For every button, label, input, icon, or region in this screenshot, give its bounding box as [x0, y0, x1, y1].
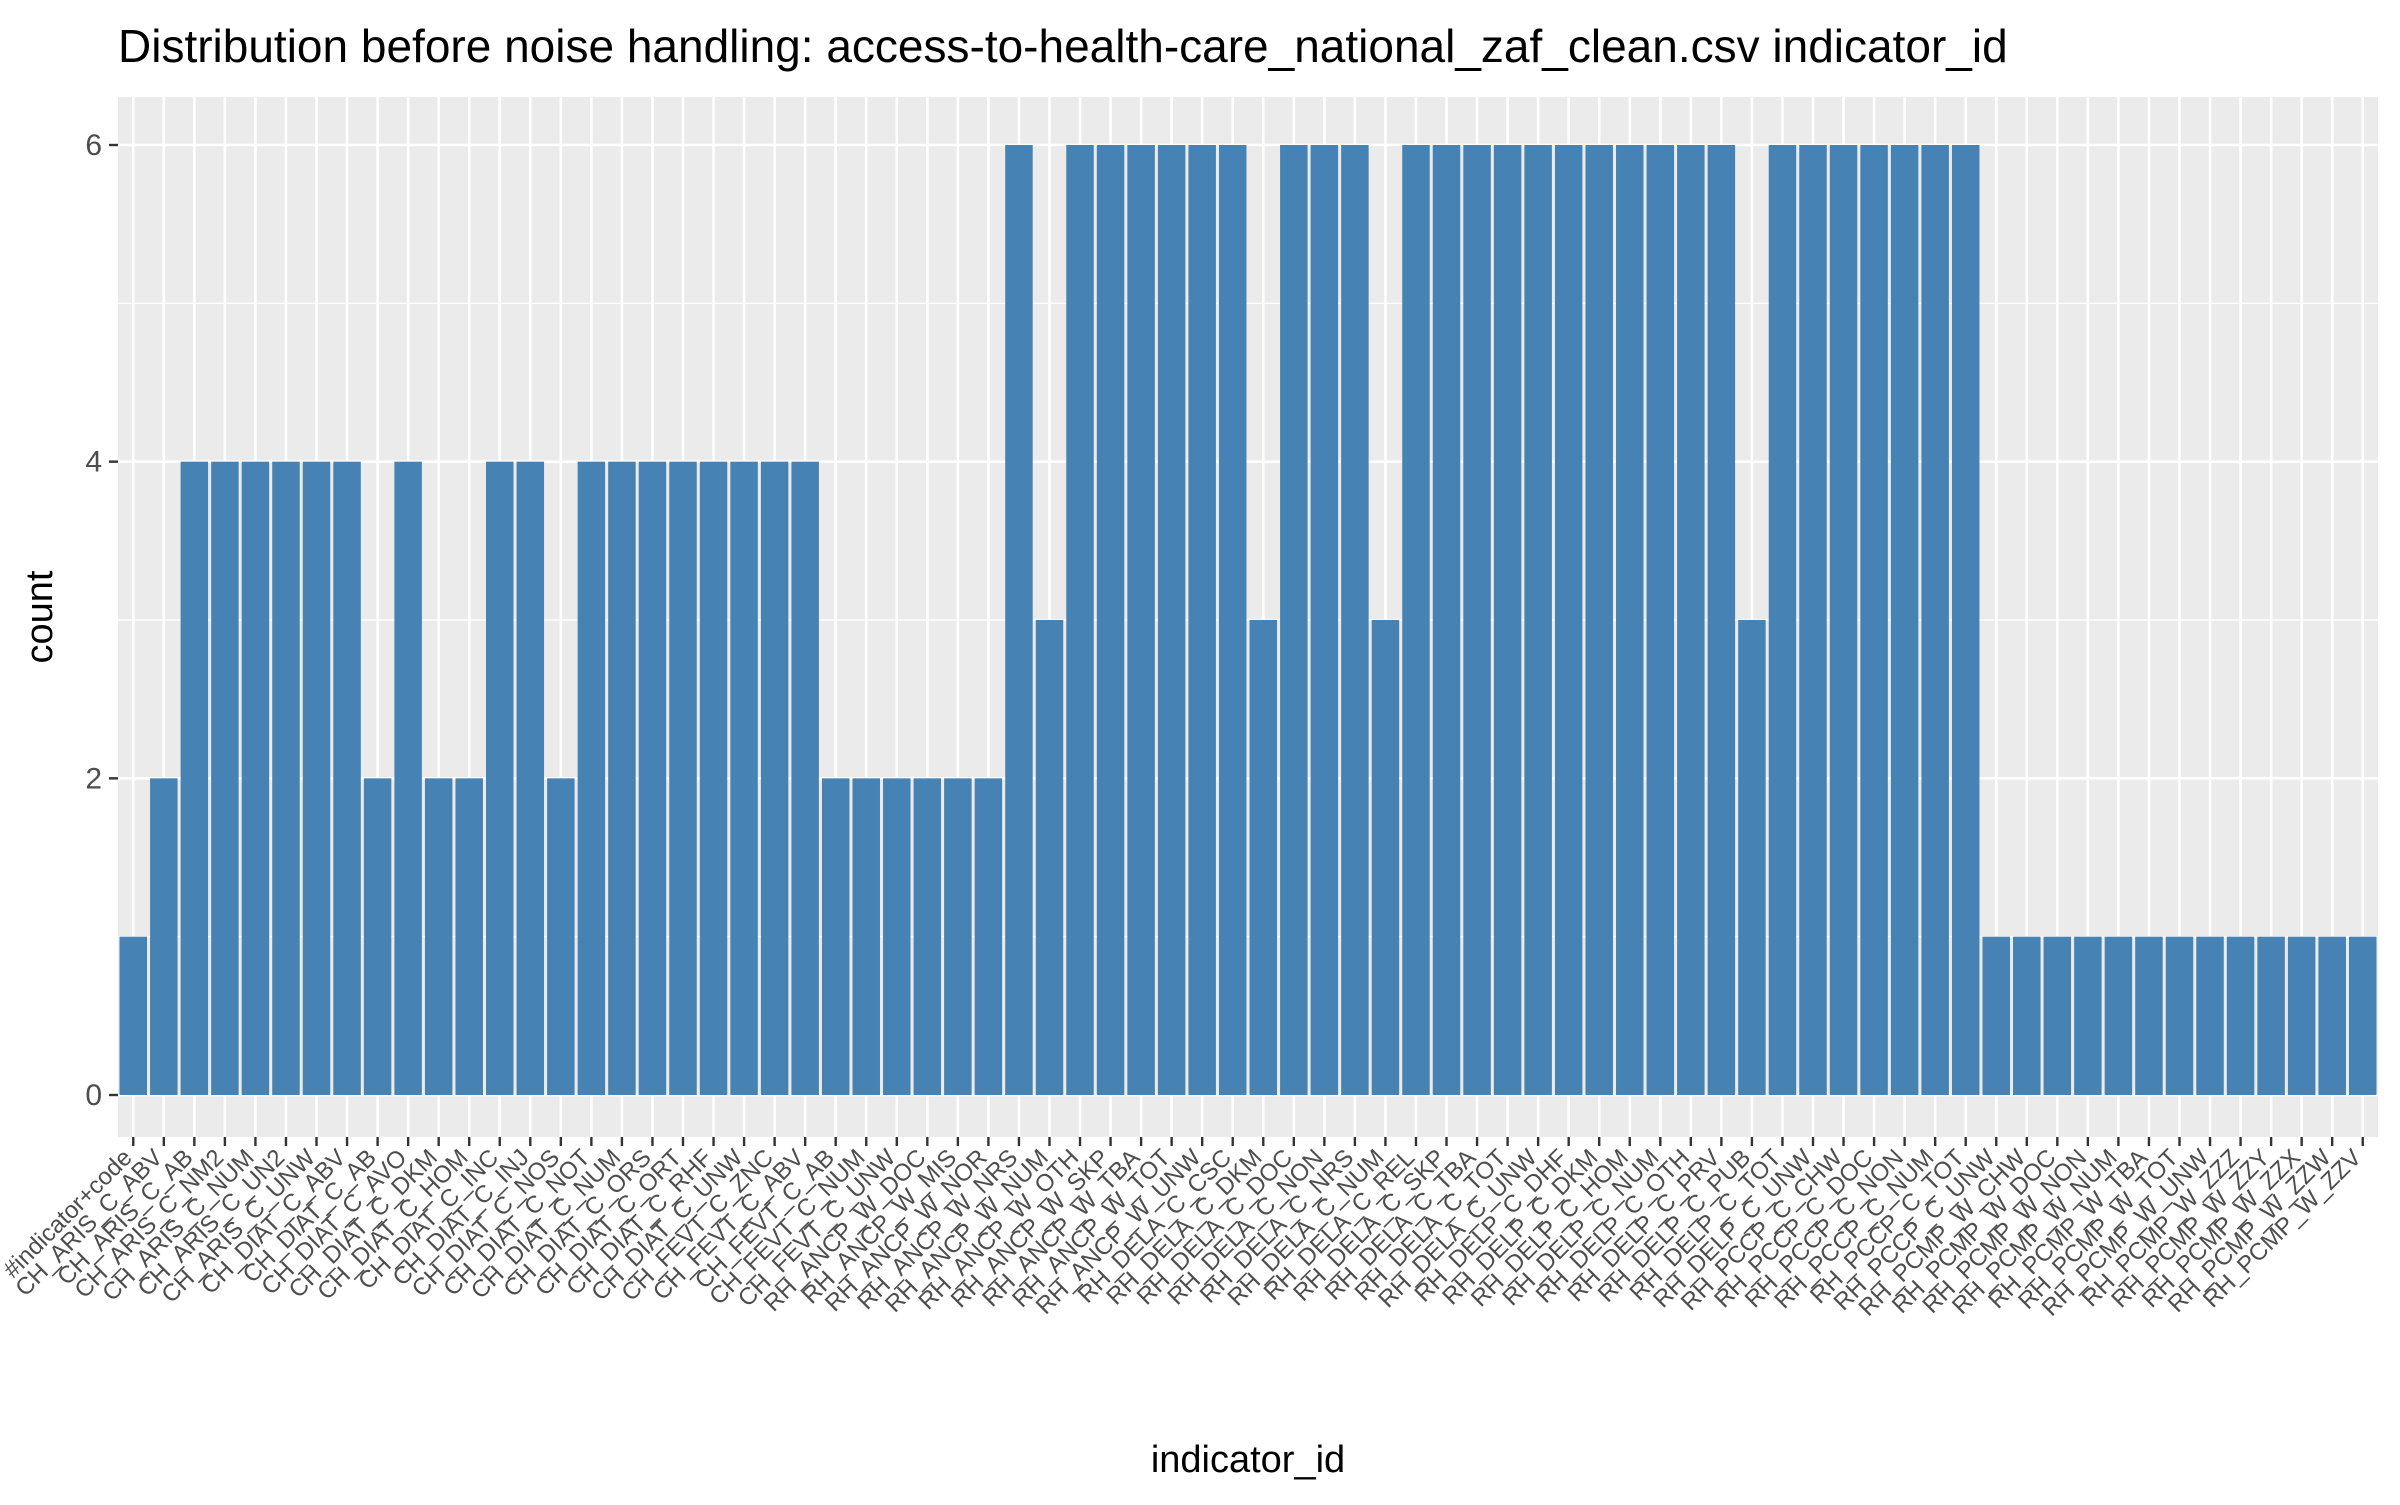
bar [1218, 145, 1247, 1095]
y-tick-label: 2 [85, 762, 102, 795]
bar [2135, 936, 2163, 1095]
x-axis: #indicator+codeCH_ARIS_C_ABVCH_ARIS_C_AB… [0, 1137, 2367, 1322]
y-tick-label: 0 [85, 1079, 102, 1112]
bar [1371, 620, 1400, 1095]
bar [1432, 145, 1461, 1095]
bar [2104, 936, 2133, 1095]
bar [180, 461, 209, 1096]
bar [1066, 145, 1094, 1095]
bar [455, 778, 483, 1095]
bar [211, 461, 239, 1096]
y-tick-label: 6 [85, 129, 102, 162]
bar [2318, 936, 2346, 1095]
bar [2043, 936, 2072, 1095]
bar [577, 461, 606, 1096]
bar [1310, 145, 1339, 1095]
bar [1738, 620, 1766, 1095]
bar [2348, 936, 2377, 1095]
bar [241, 461, 270, 1096]
bar [424, 778, 453, 1095]
y-axis-title: count [19, 570, 61, 663]
bar [302, 461, 331, 1096]
bar [1127, 145, 1155, 1095]
bar [547, 778, 575, 1095]
bar [791, 461, 819, 1096]
bars [119, 145, 2377, 1096]
bar [1402, 145, 1430, 1095]
bar [1249, 620, 1278, 1095]
bar [913, 778, 942, 1095]
bar [1982, 936, 2010, 1095]
bar [2287, 936, 2316, 1095]
bar [1188, 145, 1216, 1095]
bar [1707, 145, 1736, 1095]
bar [883, 778, 911, 1095]
bar [1890, 145, 1919, 1095]
bar [1005, 145, 1033, 1095]
bar [1768, 145, 1797, 1095]
bar [2165, 936, 2194, 1095]
bar [1860, 145, 1888, 1095]
bar [1157, 145, 1186, 1095]
bar [2013, 936, 2041, 1095]
bar [1646, 145, 1675, 1095]
bar [394, 461, 422, 1096]
bar [1921, 145, 1949, 1095]
bar [363, 778, 392, 1095]
bar [150, 778, 178, 1095]
bar [1554, 145, 1583, 1095]
bar [1035, 620, 1064, 1095]
bar [1493, 145, 1522, 1095]
bar [974, 778, 1003, 1095]
bar [669, 461, 697, 1096]
bar [944, 778, 972, 1095]
bar [272, 461, 300, 1096]
bar [1951, 145, 1980, 1095]
bar [1524, 145, 1552, 1095]
bar [1585, 145, 1613, 1095]
y-tick-label: 4 [85, 446, 102, 479]
bar [1799, 145, 1827, 1095]
bar [2074, 936, 2102, 1095]
bar [2257, 936, 2285, 1095]
bar [1280, 145, 1308, 1095]
bar [852, 778, 880, 1095]
bar [1463, 145, 1491, 1095]
bar [730, 461, 758, 1096]
bar [486, 461, 514, 1096]
bar [760, 461, 789, 1096]
bar [1341, 145, 1369, 1095]
bar [333, 461, 361, 1096]
bar [1829, 145, 1858, 1095]
bar [2196, 936, 2224, 1095]
chart-title: Distribution before noise handling: acce… [118, 20, 2008, 72]
bar [1096, 145, 1125, 1095]
bar [1677, 145, 1705, 1095]
bar [608, 461, 636, 1096]
bar [1616, 145, 1644, 1095]
bar [821, 778, 850, 1095]
x-axis-title: indicator_id [1151, 1439, 1345, 1481]
bar [638, 461, 667, 1096]
bar [699, 461, 728, 1096]
bar [2226, 936, 2255, 1095]
bar [119, 936, 148, 1095]
y-axis: 0 2 4 6 [85, 129, 118, 1112]
bar [516, 461, 545, 1096]
